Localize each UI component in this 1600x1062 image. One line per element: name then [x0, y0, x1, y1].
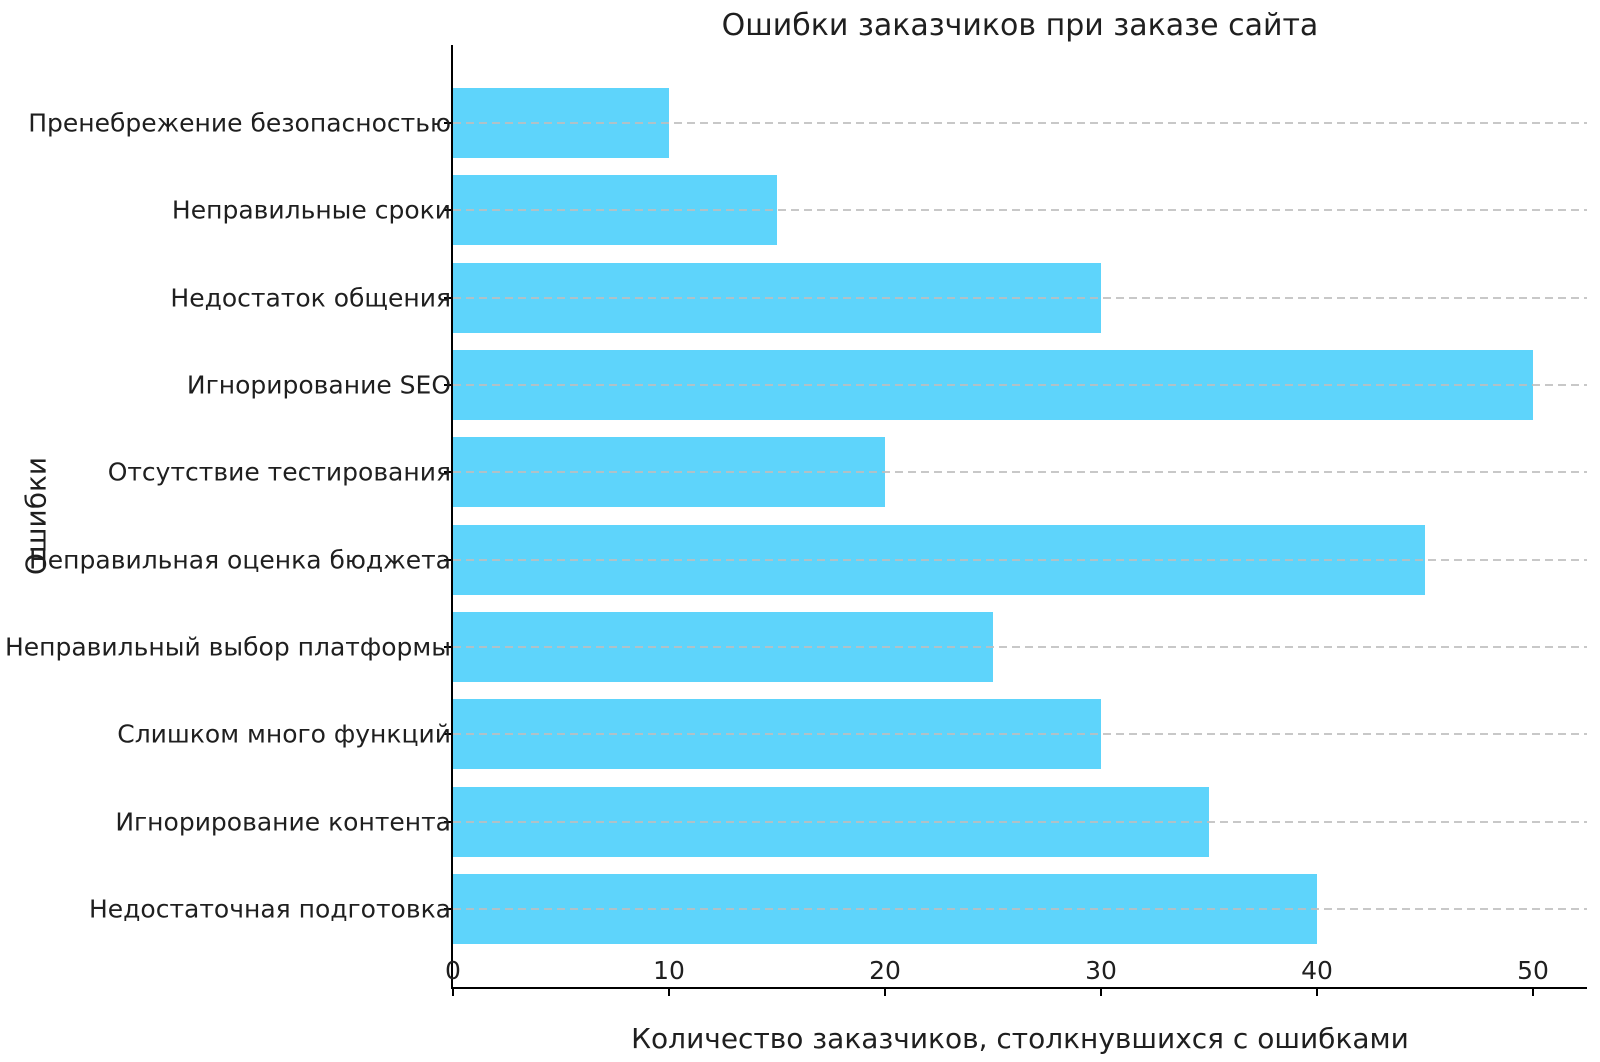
left-spine: [451, 45, 453, 989]
gridline: [453, 121, 1587, 124]
x-tick-mark: [1316, 987, 1318, 996]
x-tick-label: 50: [1517, 956, 1549, 985]
gridline: [453, 383, 1587, 386]
x-tick-label: 40: [1301, 956, 1333, 985]
x-tick-label: 20: [869, 956, 901, 985]
gridline: [453, 820, 1587, 823]
chart-title: Ошибки заказчиков при заказе сайта: [721, 8, 1319, 43]
x-tick-mark: [884, 987, 886, 996]
y-tick-mark: [444, 296, 452, 299]
y-tick-mark: [444, 471, 452, 474]
y-tick-mark: [444, 209, 452, 212]
gridline: [453, 209, 1587, 212]
y-tick-mark: [444, 121, 452, 124]
gridline: [453, 558, 1587, 561]
x-axis-label: Количество заказчиков, столкнувшихся с о…: [631, 1022, 1409, 1055]
y-tick-label: Игнорирование контента: [115, 807, 451, 837]
y-tick-label: Игнорирование SEO: [186, 370, 451, 400]
y-tick-mark: [444, 383, 452, 386]
x-tick-mark: [452, 987, 454, 996]
y-tick-label: Недостаточная подготовка: [88, 894, 451, 924]
gridline: [453, 296, 1587, 299]
y-tick-label: Пренебрежение безопасностью: [28, 108, 451, 138]
y-tick-mark: [444, 908, 452, 911]
y-tick-label: Слишком много функций: [117, 719, 451, 749]
bottom-spine: [451, 987, 1587, 989]
x-tick-label: 0: [445, 956, 461, 985]
x-tick-label: 10: [653, 956, 685, 985]
gridline: [453, 733, 1587, 736]
y-tick-mark: [444, 733, 452, 736]
y-tick-label: Неправильная оценка бюджета: [29, 545, 451, 575]
y-tick-mark: [444, 558, 452, 561]
x-tick-mark: [668, 987, 670, 996]
y-tick-mark: [444, 646, 452, 649]
y-tick-mark: [444, 820, 452, 823]
x-tick-mark: [1532, 987, 1534, 996]
gridline: [453, 646, 1587, 649]
y-tick-label: Недостаток общения: [170, 283, 451, 313]
gridline: [453, 471, 1587, 474]
y-tick-label: Неправильный выбор платформы: [4, 632, 451, 662]
x-tick-mark: [1100, 987, 1102, 996]
y-tick-label: Неправильные сроки: [171, 195, 451, 225]
x-tick-label: 30: [1085, 956, 1117, 985]
y-tick-label: Отсутствие тестирования: [107, 457, 451, 487]
plot-area: [444, 45, 1587, 996]
gridline: [453, 908, 1587, 911]
